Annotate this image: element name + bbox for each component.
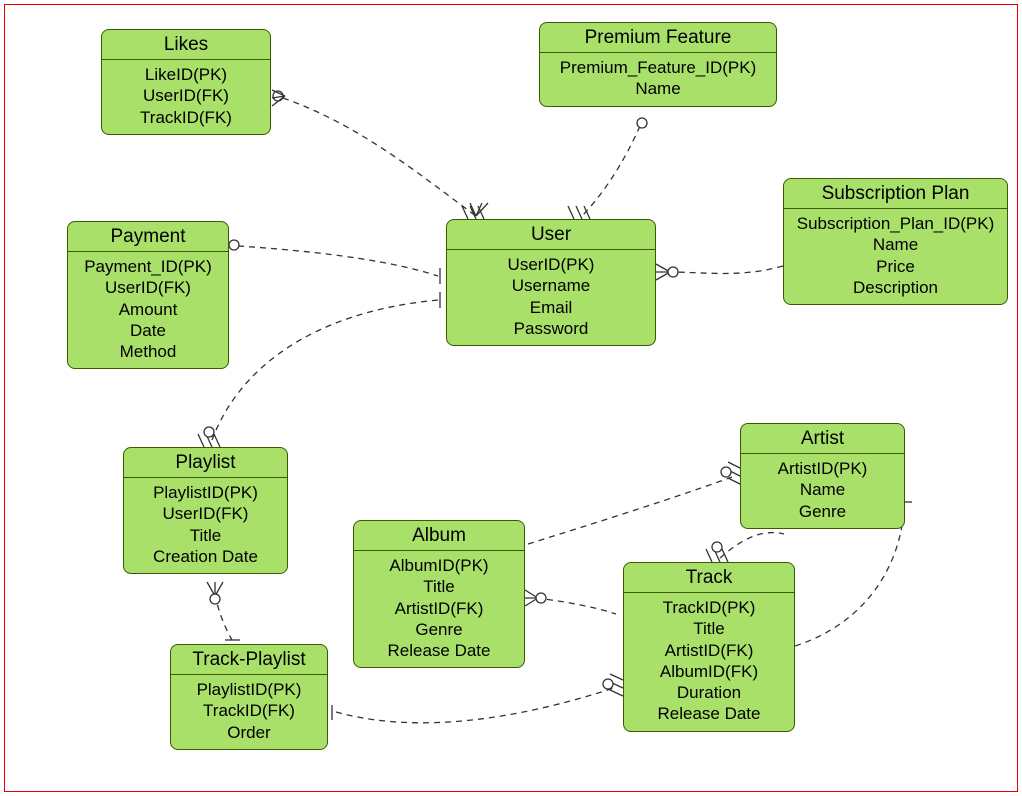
entity-attrs: PlaylistID(PK)TrackID(FK)Order bbox=[171, 675, 327, 749]
entity-title: Likes bbox=[102, 30, 270, 60]
entity-title: User bbox=[447, 220, 655, 250]
entity-track: Track TrackID(PK)TitleArtistID(FK)AlbumI… bbox=[623, 562, 795, 732]
entity-track-playlist: Track-Playlist PlaylistID(PK)TrackID(FK)… bbox=[170, 644, 328, 750]
entity-playlist: Playlist PlaylistID(PK)UserID(FK)TitleCr… bbox=[123, 447, 288, 574]
entity-title: Artist bbox=[741, 424, 904, 454]
entity-attrs: Subscription_Plan_ID(PK)NamePriceDescrip… bbox=[784, 209, 1007, 304]
entity-attrs: AlbumID(PK)TitleArtistID(FK)GenreRelease… bbox=[354, 551, 524, 667]
entity-title: Premium Feature bbox=[540, 23, 776, 53]
entity-subscription-plan: Subscription Plan Subscription_Plan_ID(P… bbox=[783, 178, 1008, 305]
entity-attrs: TrackID(PK)TitleArtistID(FK)AlbumID(FK)D… bbox=[624, 593, 794, 731]
entity-attrs: Premium_Feature_ID(PK)Name bbox=[540, 53, 776, 106]
entity-attrs: LikeID(PK)UserID(FK)TrackID(FK) bbox=[102, 60, 270, 134]
entity-title: Track bbox=[624, 563, 794, 593]
entity-attrs: PlaylistID(PK)UserID(FK)TitleCreation Da… bbox=[124, 478, 287, 573]
entity-attrs: ArtistID(PK)NameGenre bbox=[741, 454, 904, 528]
entity-attrs: UserID(PK)UsernameEmailPassword bbox=[447, 250, 655, 345]
entity-album: Album AlbumID(PK)TitleArtistID(FK)GenreR… bbox=[353, 520, 525, 668]
entity-user: User UserID(PK)UsernameEmailPassword bbox=[446, 219, 656, 346]
entity-artist: Artist ArtistID(PK)NameGenre bbox=[740, 423, 905, 529]
diagram-canvas: Likes LikeID(PK)UserID(FK)TrackID(FK) Pr… bbox=[0, 0, 1022, 796]
entity-title: Album bbox=[354, 521, 524, 551]
entity-payment: Payment Payment_ID(PK)UserID(FK)AmountDa… bbox=[67, 221, 229, 369]
entity-title: Playlist bbox=[124, 448, 287, 478]
entity-title: Track-Playlist bbox=[171, 645, 327, 675]
entity-title: Payment bbox=[68, 222, 228, 252]
entity-premium-feature: Premium Feature Premium_Feature_ID(PK)Na… bbox=[539, 22, 777, 107]
entity-attrs: Payment_ID(PK)UserID(FK)AmountDateMethod bbox=[68, 252, 228, 368]
entity-likes: Likes LikeID(PK)UserID(FK)TrackID(FK) bbox=[101, 29, 271, 135]
entity-title: Subscription Plan bbox=[784, 179, 1007, 209]
